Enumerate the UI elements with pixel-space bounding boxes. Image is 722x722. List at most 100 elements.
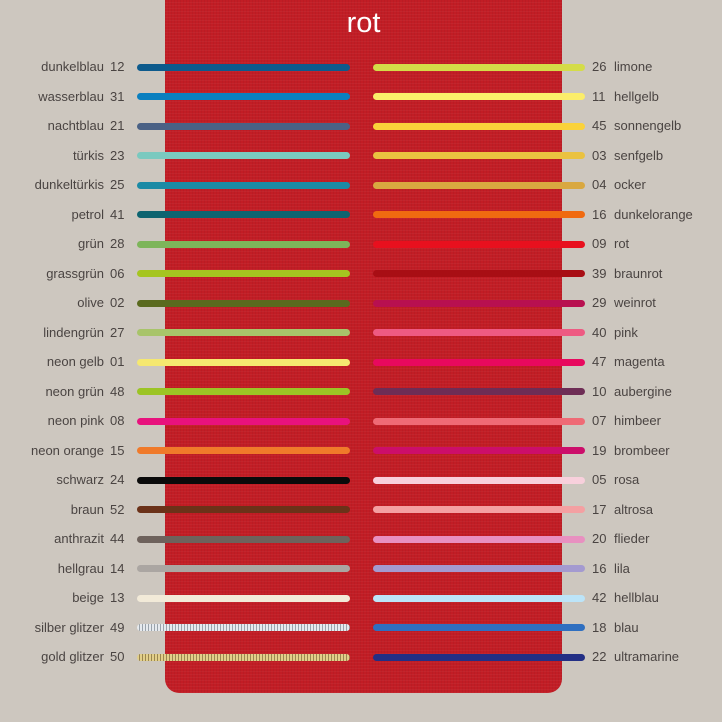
cord-swatch xyxy=(137,299,350,307)
color-name-left: hellgrau xyxy=(57,560,104,576)
color-name-right: weinrot xyxy=(614,295,656,310)
color-code-right: 07 xyxy=(592,413,607,428)
color-name-left: olive xyxy=(77,295,104,310)
color-name-left: schwarz xyxy=(56,472,104,487)
color-name-left: neon grün xyxy=(45,383,104,399)
color-name-left: dunkelblau xyxy=(41,59,104,74)
color-code-left: 13 xyxy=(110,590,125,605)
color-name-left: türkis xyxy=(72,147,104,163)
color-name-right: lila xyxy=(614,560,630,576)
color-name-right: rosa xyxy=(614,472,640,487)
cord-swatch xyxy=(137,535,350,543)
cord-swatch xyxy=(373,565,585,572)
cord-swatch xyxy=(137,594,350,602)
color-code-left: 06 xyxy=(110,265,125,281)
color-code-left: 01 xyxy=(110,354,125,369)
color-name-left: dunkeltürkis xyxy=(34,177,104,192)
cord-swatch xyxy=(137,653,350,661)
cord-swatch xyxy=(137,506,350,513)
color-name-left: anthrazit xyxy=(54,531,104,546)
cord-swatch xyxy=(373,299,585,307)
color-name-right: ocker xyxy=(614,177,646,192)
color-name-left: neon gelb xyxy=(46,354,104,369)
cord-swatch xyxy=(137,565,350,572)
color-code-right: 42 xyxy=(592,590,607,605)
color-name-left: gold glitzer xyxy=(41,649,104,664)
color-name-left: beige xyxy=(72,590,104,605)
color-code-right: 20 xyxy=(592,531,607,546)
cord-swatch xyxy=(137,122,350,130)
color-name-left: petrol xyxy=(71,206,104,222)
cord-swatch xyxy=(373,624,585,631)
color-code-left: 02 xyxy=(110,295,125,310)
cord-swatch xyxy=(137,358,350,366)
color-code-right: 19 xyxy=(592,442,607,458)
color-code-left: 48 xyxy=(110,383,125,399)
color-code-left: 15 xyxy=(110,442,125,458)
cord-swatch xyxy=(373,181,585,189)
color-code-right: 05 xyxy=(592,472,607,487)
color-code-left: 27 xyxy=(110,324,125,340)
cord-swatch xyxy=(373,122,585,130)
color-name-right: flieder xyxy=(614,531,650,546)
color-name-right: aubergine xyxy=(614,383,672,399)
cord-swatch xyxy=(373,388,585,395)
color-name-right: dunkelorange xyxy=(614,206,693,222)
color-name-left: nachtblau xyxy=(47,118,104,133)
color-code-left: 41 xyxy=(110,206,125,222)
color-code-right: 17 xyxy=(592,501,607,517)
color-code-left: 14 xyxy=(110,560,125,576)
cord-swatch xyxy=(137,476,350,484)
color-name-right: blau xyxy=(614,619,639,635)
color-code-left: 31 xyxy=(110,88,125,104)
cord-swatch xyxy=(137,388,350,395)
cord-swatch xyxy=(373,476,585,484)
color-code-left: 12 xyxy=(110,59,125,74)
cord-swatch xyxy=(137,240,350,248)
color-name-right: brombeer xyxy=(614,442,670,458)
color-name-right: magenta xyxy=(614,354,665,369)
color-name-right: himbeer xyxy=(614,413,661,428)
color-name-right: pink xyxy=(614,324,638,340)
color-name-right: limone xyxy=(614,59,653,74)
color-code-left: 49 xyxy=(110,619,125,635)
color-code-right: 10 xyxy=(592,383,607,399)
color-code-left: 28 xyxy=(110,236,125,251)
page-title: rot xyxy=(346,7,381,39)
color-name-right: ultramarine xyxy=(614,649,680,664)
color-name-right: braunrot xyxy=(614,265,663,281)
cord-swatch xyxy=(137,211,350,218)
color-code-right: 45 xyxy=(592,118,607,133)
color-code-right: 16 xyxy=(592,206,607,222)
color-name-left: braun xyxy=(70,501,104,517)
cord-swatch xyxy=(373,447,585,454)
color-code-right: 40 xyxy=(592,324,607,340)
color-code-right: 39 xyxy=(592,265,607,281)
cord-swatch xyxy=(373,329,585,336)
color-name-right: rot xyxy=(614,236,630,251)
color-code-left: 52 xyxy=(110,501,125,517)
color-name-left: silber glitzer xyxy=(34,619,104,635)
color-code-right: 16 xyxy=(592,560,607,576)
cord-swatch xyxy=(373,535,585,543)
color-name-left: grün xyxy=(77,236,104,251)
color-code-right: 26 xyxy=(592,59,607,74)
color-name-left: neon pink xyxy=(47,413,104,428)
cord-swatch xyxy=(373,93,585,100)
red-fabric-panel xyxy=(165,0,562,693)
color-code-right: 29 xyxy=(592,295,607,310)
cord-swatch xyxy=(373,240,585,248)
color-name-left: grassgrün xyxy=(46,265,104,281)
color-code-left: 23 xyxy=(110,147,125,163)
color-code-right: 03 xyxy=(592,147,607,163)
color-name-right: hellgelb xyxy=(614,88,659,104)
color-name-right: hellblau xyxy=(614,590,659,605)
cord-swatch xyxy=(137,93,350,100)
cord-swatch xyxy=(373,653,585,661)
cord-swatch xyxy=(137,63,350,71)
color-name-right: sonnengelb xyxy=(614,118,682,133)
color-name-left: neon orange xyxy=(30,442,104,458)
cord-swatch xyxy=(137,181,350,189)
color-code-right: 11 xyxy=(592,88,606,104)
cord-swatch xyxy=(137,329,350,336)
